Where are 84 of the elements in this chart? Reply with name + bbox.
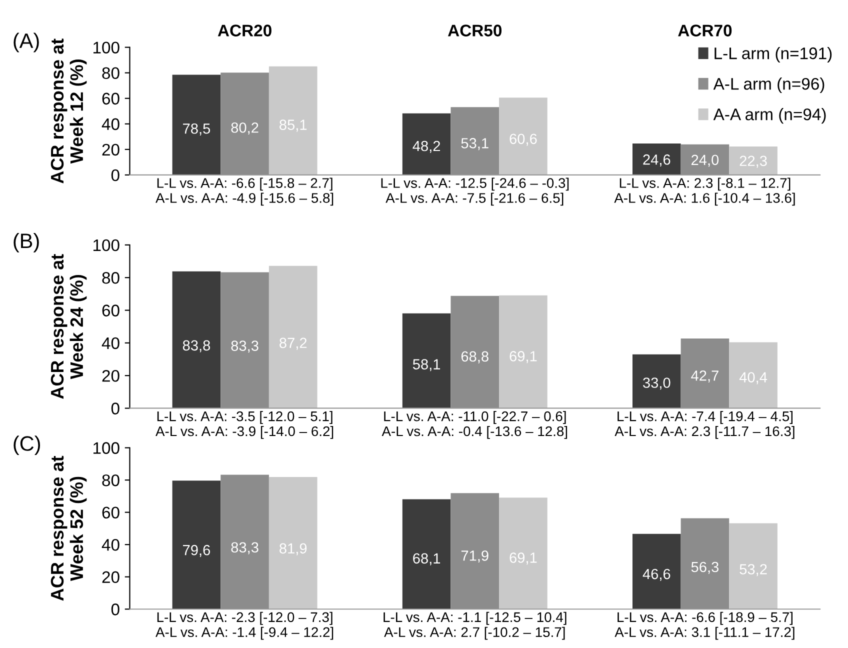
x-tick-label: L-L vs. A-A: 2.3 [-8.1 – 12.7] A-L vs. A-A: 1.6 [-10.4 – 13.6]	[614, 178, 795, 206]
text: ACR20	[218, 24, 272, 36]
data-label: 56,3	[691, 562, 719, 574]
legend-label: A-L arm (n=96)	[713, 78, 824, 94]
data-label: 80,2	[231, 122, 258, 135]
bar	[680, 144, 730, 175]
x-tick-label: L-L vs. A-A: -1.1 [-12.5 – 10.4] A-L vs. A-A: 2.7 [-10.2 – 15.7]	[384, 612, 566, 640]
data-label: 48,2	[412, 140, 440, 153]
y-tick-label: 40	[102, 118, 120, 130]
bar	[450, 493, 500, 610]
y-tick-label: 80	[102, 67, 120, 80]
data-label: 33,0	[643, 378, 670, 390]
y-tick-label: 20	[102, 370, 120, 382]
bar	[172, 271, 221, 408]
bar	[220, 72, 269, 175]
bar	[268, 476, 318, 610]
y-tick-label: 20	[102, 571, 120, 584]
bar	[729, 523, 778, 610]
bar	[220, 474, 269, 610]
bar	[499, 98, 548, 175]
data-label: 79,6	[183, 544, 210, 557]
data-label: 24,0	[692, 154, 719, 167]
bar	[499, 498, 548, 610]
legend-label: L-L arm (n=191)	[714, 46, 832, 63]
bar	[402, 113, 451, 175]
x-tick-label: L-L vs. A-A: -6.6 [-15.8 – 2.7] A-L vs. A-A: -4.9 [-15.6 – 5.8]	[156, 178, 334, 206]
bar	[172, 480, 221, 610]
data-label: 46,6	[642, 568, 670, 581]
bar	[680, 338, 730, 408]
chart-title: (B)	[14, 232, 39, 252]
y-tick-label: 100	[93, 442, 120, 454]
y-tick-label: 60	[102, 506, 120, 519]
y-tick-label: 60	[102, 92, 120, 105]
data-label: 83,3	[231, 340, 258, 353]
bar	[729, 146, 778, 175]
y-tick-label: 0	[111, 604, 120, 616]
chart-title: (C)	[14, 436, 40, 456]
y-tick-label: 100	[93, 239, 120, 252]
x-tick-label: L-L vs. A-A: -3.5 [-12.0 – 5.1] A-L vs. A-A: -3.9 [-14.0 – 6.2]	[156, 411, 334, 439]
bar	[402, 499, 451, 610]
data-label: 53,1	[461, 138, 488, 150]
data-label: 71,9	[461, 550, 488, 563]
y-axis-title: ACR response at Week 24 (%)	[50, 254, 87, 399]
bar	[450, 107, 500, 175]
x-tick-label: L-L vs. A-A: -6.6 [-18.9 – 5.7] A-L vs. A-A: 3.1 [-11.1 – 17.2]	[614, 612, 794, 640]
y-tick-label: 100	[93, 42, 120, 54]
data-label: 83,8	[182, 340, 210, 352]
y-tick-label: 0	[111, 402, 120, 414]
bar	[450, 296, 500, 408]
legend-label: A-A arm (n=94)	[713, 108, 826, 124]
y-axis-title: ACR response at Week 52 (%)	[50, 456, 87, 601]
data-label: 68,8	[461, 351, 488, 364]
y-tick-label: 80	[102, 272, 120, 284]
y-tick-label: 0	[111, 169, 120, 182]
data-label: 42,7	[691, 370, 718, 382]
bar	[402, 313, 451, 408]
bar	[680, 518, 730, 610]
y-tick-label: 60	[102, 304, 120, 316]
text: ACR70	[678, 24, 732, 36]
data-label: 24,6	[643, 154, 670, 166]
x-tick-label: L-L vs. A-A: -2.3 [-12.0 – 7.3] A-L vs. A-A: -1.4 [-9.4 – 12.2]	[156, 612, 334, 640]
x-tick-label: L-L vs. A-A: -12.5 [-24.6 – -0.3] A-L vs. A-A: -7.5 [-21.6 – 6.5]	[381, 178, 569, 206]
y-tick-label: 40	[102, 337, 120, 350]
data-label: 58,1	[412, 359, 440, 372]
data-label: 78,5	[183, 123, 210, 136]
text: ACR50	[448, 24, 502, 36]
bar	[268, 266, 318, 408]
bar	[632, 354, 681, 408]
bar	[172, 74, 221, 175]
x-tick-label: L-L vs. A-A: -7.4 [-19.4 – 4.5] A-L vs. A-A: 2.3 [-11.7 – 16.3]	[614, 411, 794, 439]
x-tick-label: L-L vs. A-A: -11.0 [-22.7 – 0.6] A-L vs. A-A: -0.4 [-13.6 – 12.8]	[382, 411, 568, 439]
bar	[220, 272, 269, 408]
chart-title: (A)	[14, 32, 39, 52]
bar	[729, 342, 778, 408]
data-label: 83,3	[231, 542, 258, 554]
bar	[632, 534, 681, 610]
y-tick-label: 20	[102, 144, 120, 156]
bar	[268, 66, 318, 175]
bar	[632, 144, 681, 175]
data-label: 68,1	[413, 553, 440, 566]
y-axis-title: ACR response at Week 12 (%)	[50, 38, 87, 184]
y-tick-label: 40	[102, 538, 120, 551]
bar	[499, 295, 548, 408]
y-tick-label: 80	[102, 474, 120, 486]
